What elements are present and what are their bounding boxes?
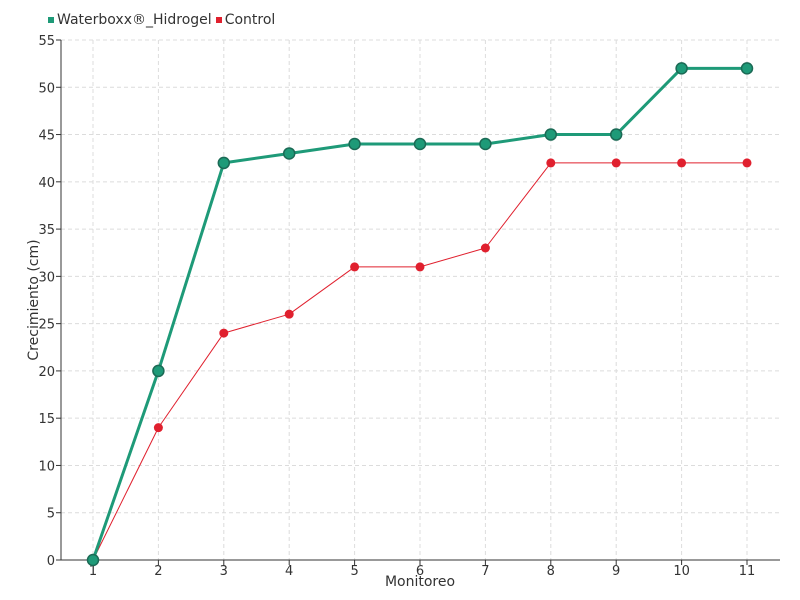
x-tick-label: 11 xyxy=(739,564,756,579)
y-tick-label: 40 xyxy=(38,176,55,191)
data-point-waterboxx xyxy=(86,553,100,567)
data-point-control xyxy=(350,262,360,272)
y-tick-label: 0 xyxy=(47,554,55,569)
y-tick-labels: 0 5 10 15 20 25 30 35 40 45 50 55 xyxy=(38,34,55,569)
y-tick-label: 25 xyxy=(38,318,55,333)
legend-item-waterboxx[interactable]: Waterboxx®_Hidrogel xyxy=(48,12,212,28)
x-tick-label: 6 xyxy=(416,564,424,579)
legend-swatch-control xyxy=(215,17,222,23)
y-axis-label: Crecimiento (cm) xyxy=(26,239,42,360)
data-point-control xyxy=(284,309,294,319)
data-point-waterboxx xyxy=(609,128,623,141)
x-tick-label: 7 xyxy=(481,564,489,579)
y-tick-label: 5 xyxy=(47,507,55,522)
grid-lines xyxy=(61,39,780,560)
legend-label-control: Control xyxy=(224,12,276,28)
axes xyxy=(56,39,780,565)
legend-item-control[interactable]: Control xyxy=(215,12,276,28)
y-tick-label: 55 xyxy=(38,34,55,49)
x-tick-labels: 1 2 3 4 5 6 7 8 9 10 11 xyxy=(89,564,755,579)
x-axis-label: Monitoreo xyxy=(385,574,455,590)
legend-swatch-waterboxx xyxy=(48,17,54,23)
data-point-control xyxy=(742,158,752,168)
y-tick-label: 30 xyxy=(38,270,55,285)
data-point-waterboxx xyxy=(675,62,688,75)
series-layer xyxy=(86,62,754,567)
legend-label-waterboxx: Waterboxx®_Hidrogel xyxy=(57,12,212,28)
data-point-waterboxx xyxy=(152,364,165,378)
data-point-control xyxy=(546,158,556,168)
x-tick-label: 8 xyxy=(547,564,555,579)
data-point-waterboxx xyxy=(479,137,492,151)
data-point-control xyxy=(611,158,621,168)
data-point-control xyxy=(415,262,425,272)
y-tick-label: 15 xyxy=(38,412,55,427)
x-tick-label: 10 xyxy=(673,564,690,579)
y-tick-label: 50 xyxy=(38,81,55,96)
x-tick-label: 9 xyxy=(612,564,620,579)
data-point-waterboxx xyxy=(544,128,558,141)
y-tick-label: 10 xyxy=(38,459,55,474)
x-tick-label: 1 xyxy=(89,564,97,579)
data-point-waterboxx xyxy=(740,62,754,75)
y-tick-label: 20 xyxy=(38,365,55,380)
data-point-waterboxx xyxy=(413,137,427,151)
x-tick-label: 3 xyxy=(220,564,228,579)
data-point-waterboxx xyxy=(217,156,231,170)
y-tick-label: 45 xyxy=(38,129,55,144)
data-point-waterboxx xyxy=(348,137,361,151)
x-tick-label: 2 xyxy=(154,564,162,579)
data-point-control xyxy=(480,243,490,253)
x-tick-label: 4 xyxy=(285,564,293,579)
x-tick-label: 5 xyxy=(350,564,358,579)
data-point-control xyxy=(677,158,687,168)
data-point-waterboxx xyxy=(282,147,296,160)
chart-legend: Waterboxx®_Hidrogel Control xyxy=(48,12,279,28)
y-tick-label: 35 xyxy=(38,223,55,238)
data-point-control xyxy=(219,328,229,338)
data-point-control xyxy=(153,423,163,433)
